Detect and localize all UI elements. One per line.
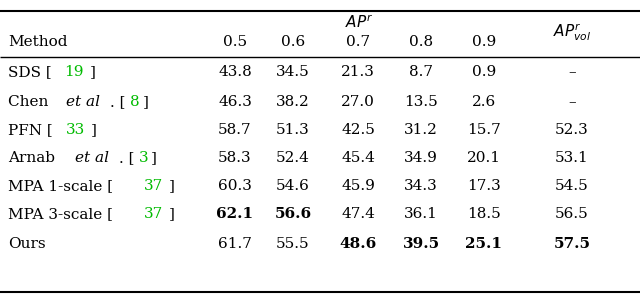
Text: 34.9: 34.9 [404, 151, 438, 165]
Text: $AP^r$: $AP^r$ [345, 13, 374, 31]
Text: 25.1: 25.1 [465, 237, 502, 251]
Text: 33: 33 [66, 123, 85, 137]
Text: 3: 3 [139, 151, 148, 165]
Text: 19: 19 [65, 65, 84, 79]
Text: 42.5: 42.5 [341, 123, 375, 137]
Text: ]: ] [143, 95, 148, 109]
Text: ]: ] [168, 207, 174, 221]
Text: SDS [: SDS [ [8, 65, 52, 79]
Text: 39.5: 39.5 [403, 237, 440, 251]
Text: 60.3: 60.3 [218, 179, 252, 193]
Text: 62.1: 62.1 [216, 207, 253, 221]
Text: MPA 3-scale [: MPA 3-scale [ [8, 207, 113, 221]
Text: 37: 37 [143, 207, 163, 221]
Text: 0.6: 0.6 [281, 35, 305, 49]
Text: 47.4: 47.4 [341, 207, 375, 221]
Text: 57.5: 57.5 [554, 237, 591, 251]
Text: PFN [: PFN [ [8, 123, 52, 137]
Text: 56.5: 56.5 [555, 207, 589, 221]
Text: 18.5: 18.5 [467, 207, 501, 221]
Text: 52.3: 52.3 [555, 123, 589, 137]
Text: 52.4: 52.4 [276, 151, 310, 165]
Text: 17.3: 17.3 [467, 179, 501, 193]
Text: 15.7: 15.7 [467, 123, 501, 137]
Text: 8: 8 [131, 95, 140, 109]
Text: ]: ] [91, 123, 97, 137]
Text: 0.9: 0.9 [472, 35, 496, 49]
Text: 56.6: 56.6 [275, 207, 312, 221]
Text: 58.3: 58.3 [218, 151, 252, 165]
Text: et al: et al [67, 95, 100, 109]
Text: 54.5: 54.5 [555, 179, 589, 193]
Text: 54.6: 54.6 [276, 179, 310, 193]
Text: 34.3: 34.3 [404, 179, 438, 193]
Text: 0.8: 0.8 [409, 35, 433, 49]
Text: 13.5: 13.5 [404, 95, 438, 109]
Text: 27.0: 27.0 [341, 95, 375, 109]
Text: 0.9: 0.9 [472, 65, 496, 79]
Text: $AP^r_{vol}$: $AP^r_{vol}$ [553, 21, 591, 43]
Text: 21.3: 21.3 [341, 65, 375, 79]
Text: Ours: Ours [8, 237, 45, 251]
Text: 48.6: 48.6 [339, 237, 376, 251]
Text: 36.1: 36.1 [404, 207, 438, 221]
Text: 8.7: 8.7 [409, 65, 433, 79]
Text: –: – [568, 95, 576, 109]
Text: MPA 1-scale [: MPA 1-scale [ [8, 179, 113, 193]
Text: 43.8: 43.8 [218, 65, 252, 79]
Text: 45.4: 45.4 [341, 151, 375, 165]
Text: Chen: Chen [8, 95, 53, 109]
Text: 0.5: 0.5 [223, 35, 247, 49]
Text: ]: ] [168, 179, 174, 193]
Text: Method: Method [8, 35, 67, 49]
Text: 2.6: 2.6 [472, 95, 496, 109]
Text: ]: ] [151, 151, 157, 165]
Text: et al: et al [75, 151, 109, 165]
Text: Arnab: Arnab [8, 151, 60, 165]
Text: 34.5: 34.5 [276, 65, 310, 79]
Text: 46.3: 46.3 [218, 95, 252, 109]
Text: . [: . [ [110, 95, 125, 109]
Text: 20.1: 20.1 [467, 151, 501, 165]
Text: 51.3: 51.3 [276, 123, 310, 137]
Text: 45.9: 45.9 [341, 179, 375, 193]
Text: 55.5: 55.5 [276, 237, 310, 251]
Text: 31.2: 31.2 [404, 123, 438, 137]
Text: 38.2: 38.2 [276, 95, 310, 109]
Text: 53.1: 53.1 [555, 151, 589, 165]
Text: ]: ] [90, 65, 95, 79]
Text: 58.7: 58.7 [218, 123, 252, 137]
Text: –: – [568, 65, 576, 79]
Text: 0.7: 0.7 [346, 35, 370, 49]
Text: . [: . [ [119, 151, 134, 165]
Text: 61.7: 61.7 [218, 237, 252, 251]
Text: 37: 37 [143, 179, 163, 193]
